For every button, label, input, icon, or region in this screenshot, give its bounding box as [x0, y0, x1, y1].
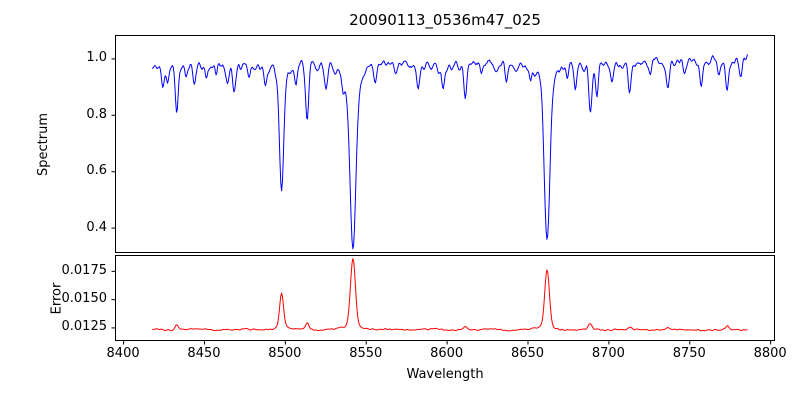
error-y-tick-label: 0.0175 [61, 262, 108, 278]
error-y-tick-label: 0.0125 [61, 319, 108, 335]
x-tick-label: 8550 [349, 346, 383, 361]
error-y-tick-label: 0.0150 [61, 291, 108, 307]
spectrum-y-axis-label: Spectrum [35, 112, 51, 176]
x-tick-label: 8400 [106, 346, 140, 361]
x-tick-label: 8650 [510, 346, 545, 361]
x-axis-label: Wavelength [406, 367, 484, 382]
x-tick-label: 8500 [268, 346, 302, 361]
x-tick-label: 8750 [672, 346, 706, 361]
spectrum-y-tick-label: 0.8 [86, 106, 107, 122]
spectrum-y-tick-label: 0.6 [86, 163, 107, 179]
spectrum-y-tick-label: 0.4 [86, 219, 107, 235]
spectrum-y-tick-label: 1.0 [86, 50, 107, 66]
x-tick-label: 8600 [430, 346, 464, 361]
x-tick-label: 8700 [591, 346, 625, 361]
x-tick-label: 8450 [187, 346, 221, 361]
x-tick-label: 8800 [753, 346, 787, 361]
chart-title: 20090113_0536m47_025 [349, 11, 541, 29]
